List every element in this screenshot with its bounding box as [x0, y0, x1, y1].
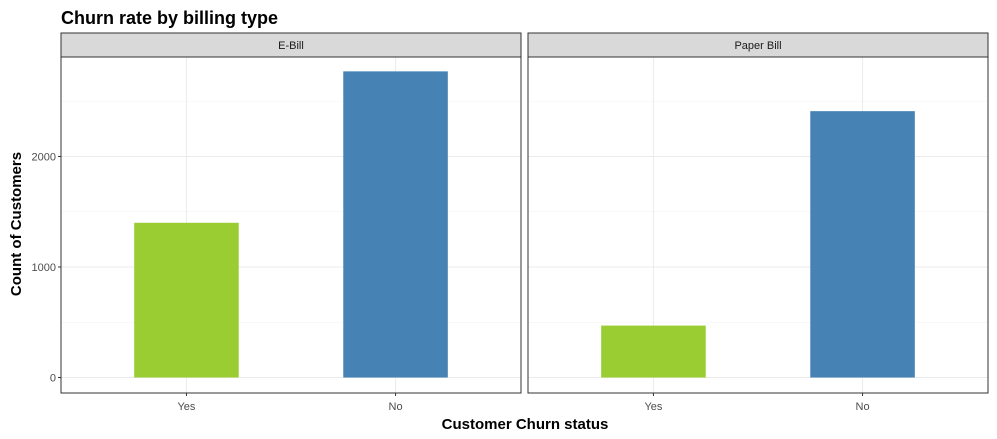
x-tick-label: No — [856, 401, 870, 413]
panel-border — [527, 56, 989, 394]
y-tick-label: 1000 — [32, 262, 56, 274]
x-tick-label: No — [389, 401, 403, 413]
y-tick-label: 0 — [50, 373, 56, 385]
bar-yes — [134, 222, 239, 378]
facet-strip — [527, 32, 989, 58]
facet-panel: Paper Bill Yes No — [527, 32, 989, 413]
y-axis-title: Count of Customers — [8, 152, 25, 296]
x-tick-label: Yes — [644, 401, 662, 413]
bar-no — [810, 111, 915, 378]
bar-yes — [601, 325, 706, 378]
panel-border — [60, 56, 522, 394]
facet-panel: E-Bill Yes No 0 1000 2000 — [32, 32, 522, 413]
facet-panels: E-Bill Yes No 0 1000 2000 Paper Bill Yes No — [32, 32, 989, 413]
bar-no — [343, 71, 448, 378]
facet-strip — [60, 32, 522, 58]
chart-title: Churn rate by billing type — [61, 8, 278, 28]
facet-strip-label: E-Bill — [278, 40, 304, 52]
x-tick-label: Yes — [177, 401, 195, 413]
facet-strip-label: Paper Bill — [734, 40, 781, 52]
y-tick-label: 2000 — [32, 151, 56, 163]
x-axis-title: Customer Churn status — [442, 416, 609, 433]
